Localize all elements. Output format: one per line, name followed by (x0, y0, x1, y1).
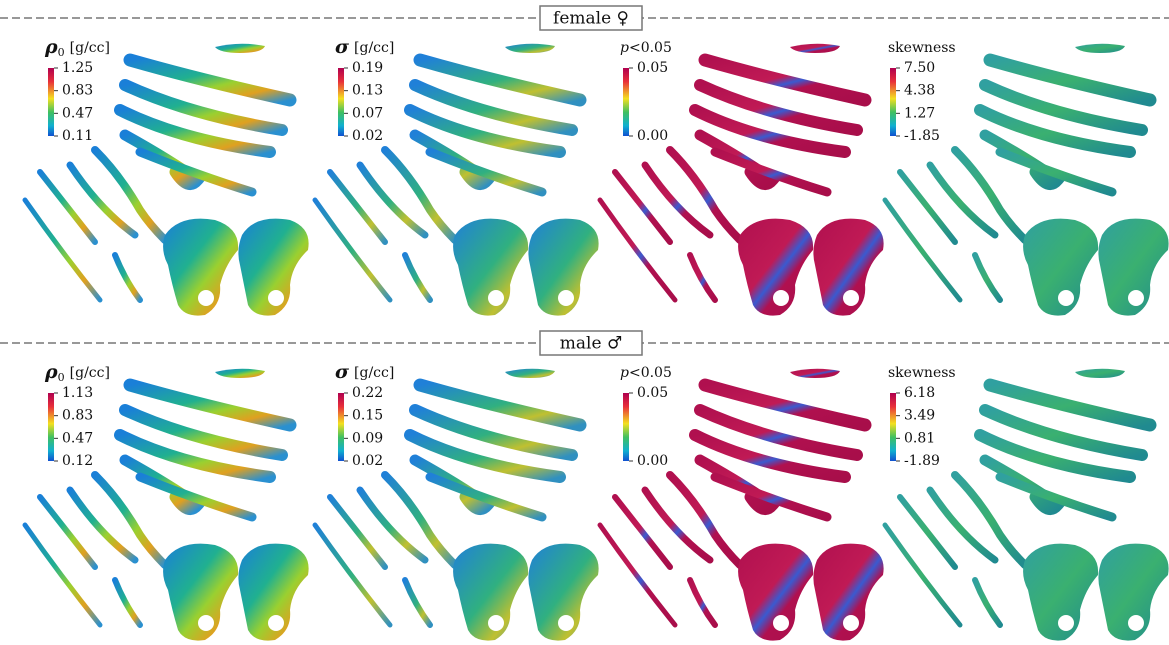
colorbar-tick-label: 0.47 (62, 430, 93, 446)
colorbar-tick-label: 0.47 (62, 105, 93, 121)
colorbar-tick-label: 6.18 (904, 385, 935, 401)
colorbar (338, 68, 344, 136)
panel: skewness 7.50 4.38 1.27 -1.85 (885, 40, 1169, 316)
label-symbol: ρ (44, 36, 58, 58)
colorbar (623, 393, 629, 461)
label-unit: [g/cc] (354, 40, 394, 56)
label-symbol: ρ (44, 361, 58, 383)
colorbar-tick-label: 0.05 (637, 60, 668, 76)
bone-render (600, 44, 884, 316)
colorbar-tick-label: 0.09 (352, 430, 383, 446)
colorbar-tick-label: 0.02 (352, 128, 383, 144)
colorbar-tick-label: -1.89 (904, 453, 940, 469)
colorbar-tick-label: 0.22 (352, 385, 383, 401)
colorbar (48, 393, 54, 461)
colorbar-tick-label: 1.25 (62, 60, 93, 76)
colorbar-tick-label: 0.19 (352, 60, 383, 76)
colorbar (48, 68, 54, 136)
colorbar-tick-label: 0.13 (352, 83, 383, 99)
figure: female ♀ρ0[g/cc]1.250.830.470.11σ[g/cc]0… (0, 0, 1169, 645)
colorbar-label: ρ0 [g/cc] (44, 36, 110, 59)
colorbar-tick-label: 0.12 (62, 453, 93, 469)
colorbar-tick-label: 4.38 (904, 83, 935, 99)
colorbar (338, 393, 344, 461)
colorbar-label: p<0.05 (620, 365, 672, 381)
colorbar-tick-label: -1.85 (904, 128, 940, 144)
colorbar-tick-label: 1.13 (62, 385, 93, 401)
colorbar-tick-label: 0.00 (637, 453, 668, 469)
colorbar-label: skewness (888, 365, 956, 381)
panel: ρ0 [g/cc] 1.25 0.83 0.47 0.11 (25, 36, 309, 316)
label-unit: [g/cc] (70, 365, 110, 381)
colorbar-tick-label: 0.07 (352, 105, 383, 121)
panel: p<0.05 0.05 0.00 (600, 40, 884, 316)
colorbar (623, 68, 629, 136)
bone-render (600, 369, 884, 641)
panel: σ[g/cc] 0.19 0.13 0.07 0.02 (315, 36, 599, 316)
label-symbol: σ (335, 36, 350, 58)
colorbar-label: p<0.05 (620, 40, 672, 56)
colorbar-tick-label: 0.83 (62, 408, 93, 424)
label-unit: [g/cc] (354, 365, 394, 381)
colorbar-tick-label: 0.83 (62, 83, 93, 99)
colorbar-label: skewness (888, 40, 956, 56)
label-unit: skewness (888, 40, 956, 56)
colorbar-tick-label: 0.11 (62, 128, 93, 144)
label-symbol: p (620, 365, 629, 381)
label-symbol: σ (335, 361, 350, 383)
colorbar-tick-label: 3.49 (904, 408, 935, 424)
panel: ρ0 [g/cc] 1.13 0.83 0.47 0.12 (25, 361, 309, 641)
colorbar-label: σ[g/cc] (335, 361, 394, 383)
label-unit: <0.05 (629, 365, 672, 381)
colorbar (890, 68, 896, 136)
panel: p<0.05 0.05 0.00 (600, 365, 884, 641)
colorbar-tick-label: 0.00 (637, 128, 668, 144)
colorbar-tick-label: 1.27 (904, 105, 935, 121)
label-symbol: p (620, 40, 629, 56)
colorbar-tick-label: 0.05 (637, 385, 668, 401)
label-unit: [g/cc] (70, 40, 110, 56)
colorbar (890, 393, 896, 461)
colorbar-tick-label: 0.02 (352, 453, 383, 469)
panel: σ[g/cc] 0.22 0.15 0.09 0.02 (315, 361, 599, 641)
section-title: male ♂ (560, 334, 622, 354)
colorbar-label: ρ0 [g/cc] (44, 361, 110, 384)
colorbar-label: σ[g/cc] (335, 36, 394, 58)
label-subscript: 0 (58, 371, 65, 384)
section-title: female ♀ (553, 9, 629, 29)
panel: skewness 6.18 3.49 0.81 -1.89 (885, 365, 1169, 641)
colorbar-tick-label: 0.81 (904, 430, 935, 446)
colorbar-tick-label: 7.50 (904, 60, 935, 76)
label-subscript: 0 (58, 46, 65, 59)
colorbar-tick-label: 0.15 (352, 408, 383, 424)
label-unit: <0.05 (629, 40, 672, 56)
label-unit: skewness (888, 365, 956, 381)
